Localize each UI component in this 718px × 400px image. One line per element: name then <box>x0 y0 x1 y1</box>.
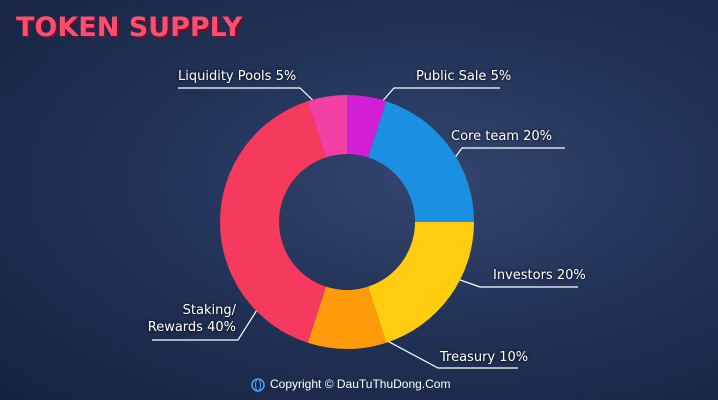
value-label: 10% <box>499 350 529 365</box>
value-label: 40% <box>207 320 236 335</box>
category-label: Staking/ Rewards <box>147 303 236 335</box>
category-label: Liquidity Pools <box>178 69 272 84</box>
slice <box>347 95 387 158</box>
category-label: Public Sale <box>416 69 487 84</box>
slice <box>307 286 387 349</box>
category-label: Core team <box>451 129 519 144</box>
slice <box>368 101 474 222</box>
chart-title: TOKEN SUPPLY <box>16 12 243 43</box>
category-label: Treasury <box>440 350 496 365</box>
category-label: Investors <box>493 268 553 283</box>
globe-icon <box>255 378 261 392</box>
slice <box>219 101 326 343</box>
slice-label: Staking/ Rewards 40% <box>140 302 236 336</box>
copyright: Copyright © DauTuThuDong.Com <box>270 377 451 391</box>
globe-icon <box>251 378 265 392</box>
value-label: 5% <box>275 69 297 84</box>
slice-label: Treasury 10% <box>440 349 528 366</box>
slice-label: Public Sale 5% <box>416 68 511 85</box>
value-label: 5% <box>490 69 512 84</box>
slice <box>307 95 347 158</box>
leader-line <box>152 301 263 341</box>
slice-label: Core team 20% <box>451 128 552 145</box>
slice-label: Investors 20% <box>493 267 586 284</box>
slice <box>368 222 474 343</box>
value-label: 20% <box>523 129 552 144</box>
slice-label: Liquidity Pools 5% <box>178 68 296 85</box>
value-label: 20% <box>556 268 586 283</box>
